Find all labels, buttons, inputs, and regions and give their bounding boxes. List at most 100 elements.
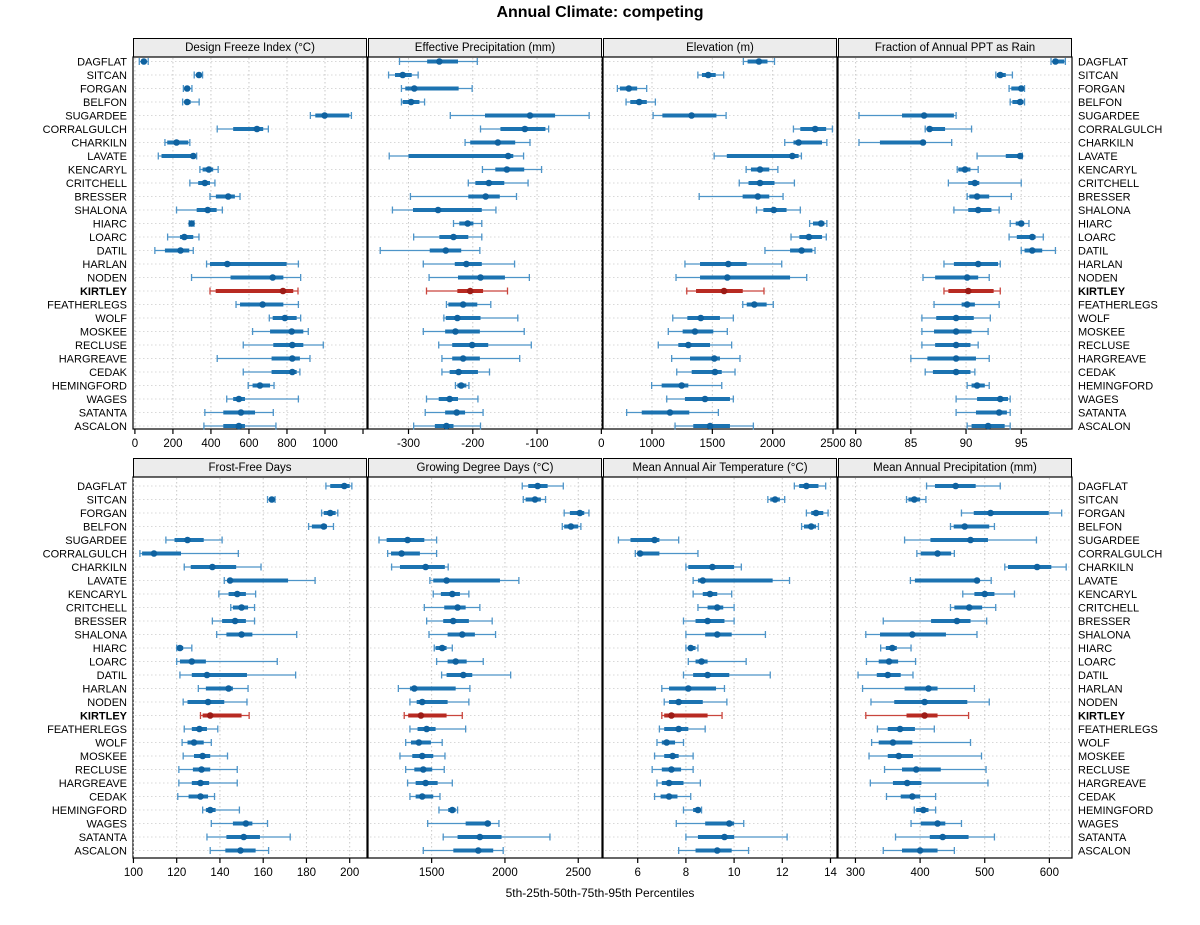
station-label-left: DATIL (97, 246, 127, 258)
svg-text:6: 6 (634, 867, 640, 879)
station-label-right: WOLF (1078, 738, 1110, 750)
station-label-left: MOSKEE (80, 327, 127, 339)
station-label-left: HIARC (93, 643, 127, 655)
station-label-right: FEATHERLEGS (1078, 724, 1158, 736)
svg-text:2000: 2000 (760, 438, 786, 450)
station-label-left: CHARKILN (71, 138, 127, 150)
station-label-left: LAVATE (87, 576, 127, 588)
svg-text:200: 200 (340, 867, 359, 879)
station-label-right: HARGREAVE (1078, 778, 1146, 790)
station-label-right: SHALONA (1078, 630, 1131, 642)
svg-text:160: 160 (254, 867, 273, 879)
station-label-right: DAGFLAT (1078, 481, 1128, 493)
svg-text:12: 12 (776, 867, 789, 879)
svg-text:140: 140 (210, 867, 229, 879)
station-label-left: NODEN (87, 273, 127, 285)
station-label-left: RECLUSE (75, 340, 127, 352)
station-label-left: LOARC (89, 657, 127, 669)
station-label-right: CORRALGULCH (1078, 549, 1162, 561)
station-label-left: SATANTA (79, 408, 128, 420)
station-label-right: SUGARDEE (1078, 535, 1140, 547)
station-label-left: WOLF (95, 738, 127, 750)
station-label-left: FEATHERLEGS (47, 724, 127, 736)
station-label-left: ASCALON (74, 421, 127, 433)
station-label-right: HIARC (1078, 643, 1112, 655)
station-label-right: LAVATE (1078, 151, 1118, 163)
station-label-right: SATANTA (1078, 832, 1127, 844)
svg-text:1000: 1000 (639, 438, 665, 450)
svg-text:2500: 2500 (565, 867, 591, 879)
svg-text:400: 400 (201, 438, 220, 450)
panel-header-mean-annual-precip: Mean Annual Precipitation (mm) (838, 458, 1072, 478)
svg-text:300: 300 (846, 867, 865, 879)
station-label-left: SITCAN (87, 495, 127, 507)
station-label-left: FORGAN (80, 84, 127, 96)
svg-text:8: 8 (683, 867, 689, 879)
station-label-right: FORGAN (1078, 508, 1125, 520)
station-label-right: FEATHERLEGS (1078, 300, 1158, 312)
svg-text:180: 180 (297, 867, 316, 879)
station-label-right: RECLUSE (1078, 765, 1130, 777)
station-label-right: CORRALGULCH (1078, 124, 1162, 136)
station-label-left: CORRALGULCH (43, 124, 127, 136)
station-label-left: HIARC (93, 219, 127, 231)
svg-text:100: 100 (124, 867, 143, 879)
station-label-right: KIRTLEY (1078, 711, 1126, 723)
station-label-right: KENCARYL (1078, 165, 1137, 177)
station-label-right: KIRTLEY (1078, 286, 1126, 298)
station-label-right: DAGFLAT (1078, 57, 1128, 69)
station-label-left: WAGES (86, 394, 127, 406)
svg-text:14: 14 (824, 867, 837, 879)
svg-text:500: 500 (975, 867, 994, 879)
station-label-right: BELFON (1078, 97, 1122, 109)
station-label-right: SHALONA (1078, 205, 1131, 217)
station-label-left: DAGFLAT (77, 57, 127, 69)
station-label-left: FEATHERLEGS (47, 300, 127, 312)
station-label-left: BELFON (83, 522, 127, 534)
station-label-left: SATANTA (79, 832, 128, 844)
station-label-right: SITCAN (1078, 70, 1118, 82)
svg-text:600: 600 (1040, 867, 1059, 879)
station-label-right: HIARC (1078, 219, 1112, 231)
station-label-right: LAVATE (1078, 576, 1118, 588)
station-label-left: SHALONA (74, 630, 127, 642)
svg-text:95: 95 (1015, 438, 1028, 450)
station-label-right: SUGARDEE (1078, 111, 1140, 123)
svg-text:0: 0 (598, 438, 604, 450)
station-label-left: CRITCHELL (66, 603, 127, 615)
station-label-right: CHARKILN (1078, 138, 1134, 150)
station-label-right: BELFON (1078, 522, 1122, 534)
station-label-left: DATIL (97, 670, 127, 682)
station-label-left: BELFON (83, 97, 127, 109)
station-label-right: SATANTA (1078, 408, 1127, 420)
station-label-left: KIRTLEY (80, 711, 128, 723)
station-label-right: MOSKEE (1078, 751, 1125, 763)
station-label-right: CEDAK (1078, 792, 1117, 804)
svg-text:120: 120 (167, 867, 186, 879)
chart-title: Annual Climate: competing (496, 4, 704, 21)
station-label-left: BRESSER (74, 192, 127, 204)
station-label-left: KENCARYL (68, 165, 127, 177)
station-label-left: MOSKEE (80, 751, 127, 763)
station-label-left: BRESSER (74, 616, 127, 628)
station-label-right: NODEN (1078, 273, 1118, 285)
svg-text:85: 85 (904, 438, 917, 450)
station-label-left: DAGFLAT (77, 481, 127, 493)
station-label-right: LOARC (1078, 657, 1116, 669)
svg-text:1000: 1000 (312, 438, 338, 450)
svg-text:1500: 1500 (419, 867, 445, 879)
svg-text:0: 0 (132, 438, 138, 450)
station-label-left: SHALONA (74, 205, 127, 217)
svg-text:-200: -200 (461, 438, 484, 450)
station-label-left: SUGARDEE (65, 535, 127, 547)
station-label-right: CEDAK (1078, 367, 1117, 379)
svg-text:2500: 2500 (820, 438, 846, 450)
station-label-right: WAGES (1078, 394, 1119, 406)
svg-text:-100: -100 (526, 438, 549, 450)
svg-text:400: 400 (911, 867, 930, 879)
station-label-left: HARLAN (82, 259, 127, 271)
station-label-left: WOLF (95, 313, 127, 325)
station-label-right: CRITCHELL (1078, 603, 1139, 615)
